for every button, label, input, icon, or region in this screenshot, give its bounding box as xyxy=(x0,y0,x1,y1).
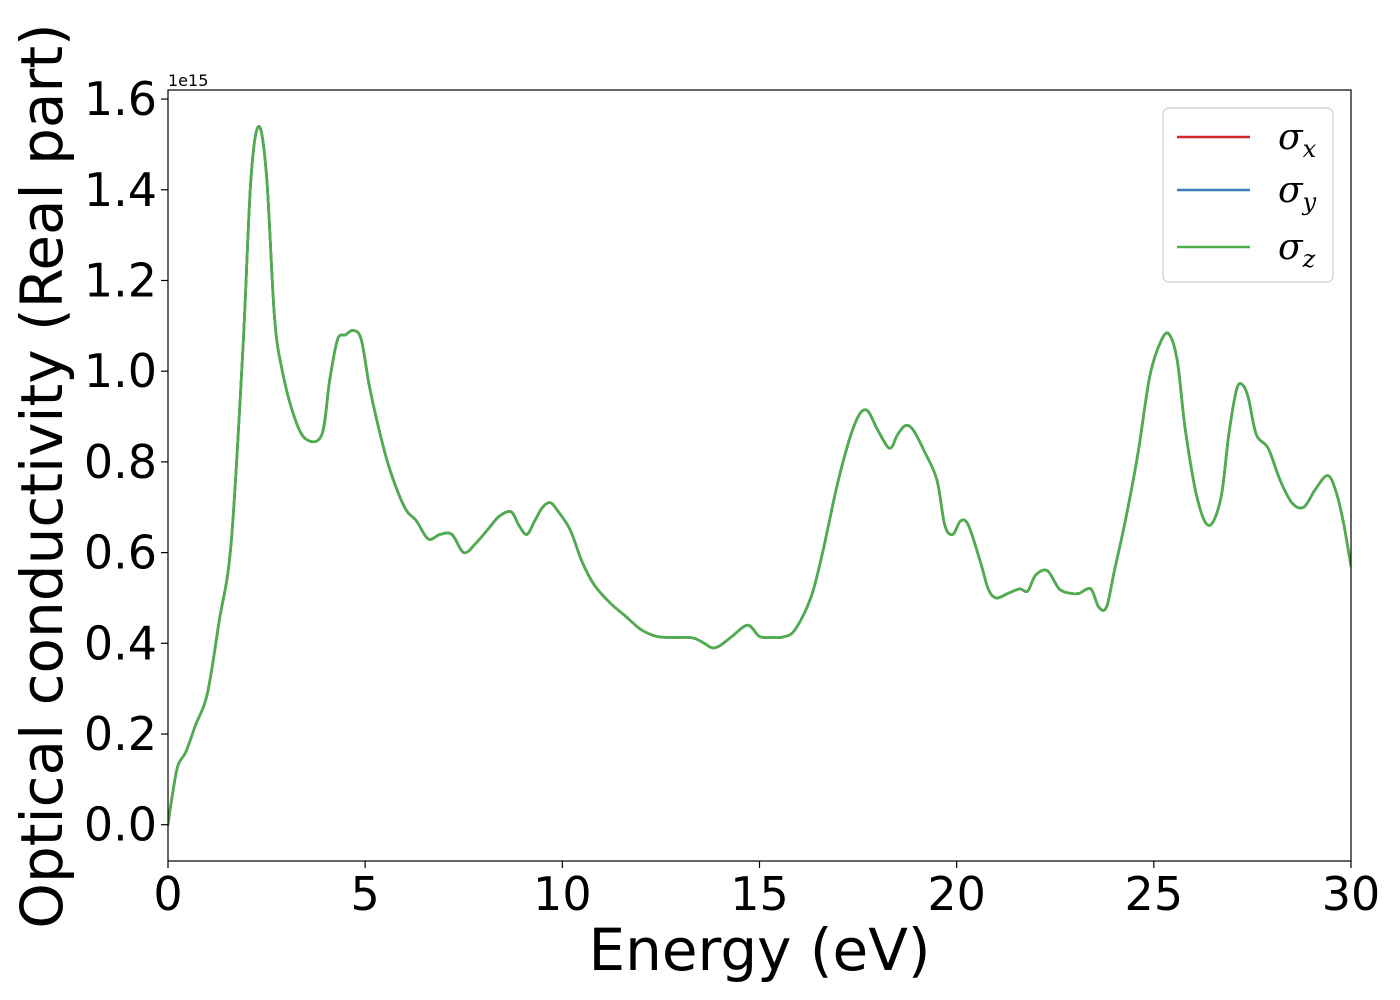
y-tick-label: 1.0 xyxy=(84,344,157,398)
y-axis-title: Optical conductivity (Real part) xyxy=(8,23,76,928)
x-tick-label: 15 xyxy=(730,867,789,921)
x-tick-label: 30 xyxy=(1322,867,1381,921)
legend-label-y: σy xyxy=(1278,170,1317,216)
y-tick-label: 0.0 xyxy=(84,798,157,852)
y-tick-label: 0.4 xyxy=(84,616,157,670)
x-tick-label: 0 xyxy=(153,867,182,921)
series-line-z xyxy=(168,124,1351,827)
x-tick-label: 5 xyxy=(351,867,380,921)
y-tick-label: 0.2 xyxy=(84,707,157,761)
x-tick-label: 10 xyxy=(533,867,592,921)
legend-label-x: σx xyxy=(1278,117,1317,163)
legend: σx σy σz xyxy=(1162,107,1334,283)
y-offset-label: 1e15 xyxy=(168,71,208,90)
x-axis-title: Energy (eV) xyxy=(588,916,930,984)
y-tick-label: 1.2 xyxy=(84,253,157,307)
y-axis: 0.0 0.2 0.4 0.6 0.8 1.0 1.2 1.4 1.6 xyxy=(84,72,168,852)
x-tick-label: 25 xyxy=(1125,867,1184,921)
legend-label-z: σz xyxy=(1278,227,1316,273)
series-layer xyxy=(168,124,1351,827)
legend-box xyxy=(1162,107,1334,283)
y-tick-label: 0.8 xyxy=(84,435,157,489)
x-axis: 0 5 10 15 20 25 30 xyxy=(153,861,1380,921)
y-tick-label: 1.6 xyxy=(84,72,157,126)
y-tick-label: 1.4 xyxy=(84,163,157,217)
x-tick-label: 20 xyxy=(927,867,986,921)
y-tick-label: 0.6 xyxy=(84,526,157,580)
